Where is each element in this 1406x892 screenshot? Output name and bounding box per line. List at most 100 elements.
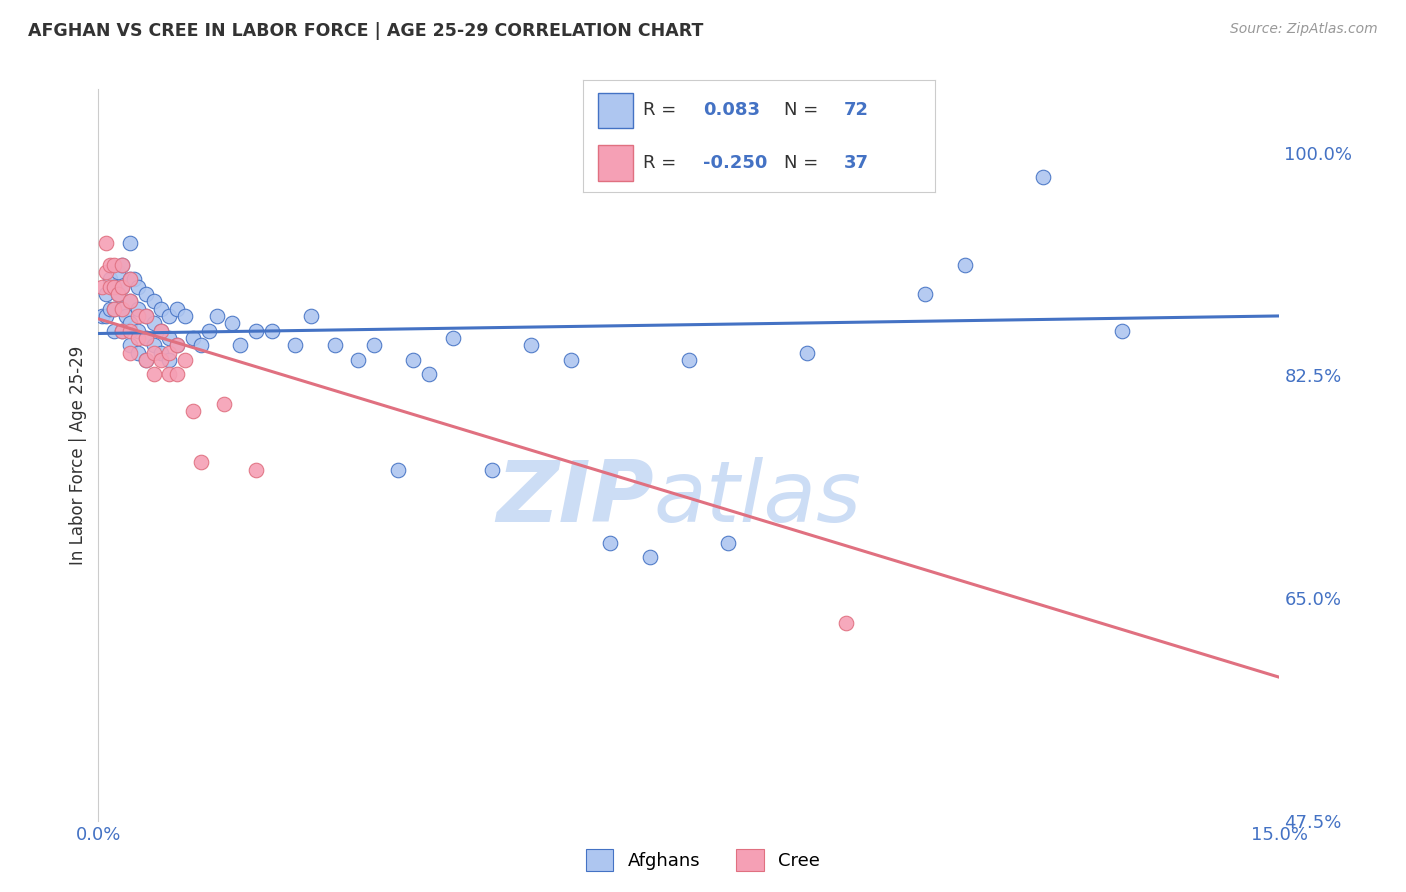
Point <box>481 462 503 476</box>
Point <box>135 331 157 345</box>
Point <box>103 324 125 338</box>
Point <box>174 309 197 323</box>
Point <box>875 162 897 177</box>
Point <box>127 331 149 345</box>
Point <box>678 352 700 367</box>
Point <box>111 258 134 272</box>
Point <box>135 331 157 345</box>
Point <box>111 279 134 293</box>
Text: 0.083: 0.083 <box>703 102 761 120</box>
FancyBboxPatch shape <box>598 93 633 128</box>
Point <box>103 279 125 293</box>
Point <box>229 338 252 352</box>
Point <box>118 235 141 250</box>
Point <box>150 324 173 338</box>
Point <box>157 331 180 345</box>
Point <box>118 316 141 330</box>
Point <box>115 309 138 323</box>
Point <box>142 338 165 352</box>
Text: -0.250: -0.250 <box>703 153 768 172</box>
Point <box>796 345 818 359</box>
Point <box>96 235 118 250</box>
Point <box>118 272 141 286</box>
Text: N =: N = <box>785 102 824 120</box>
Point <box>181 404 204 418</box>
Text: Source: ZipAtlas.com: Source: ZipAtlas.com <box>1230 22 1378 37</box>
Point <box>260 324 283 338</box>
Point <box>122 272 145 286</box>
Point <box>142 294 165 309</box>
Point <box>166 368 188 382</box>
Point <box>363 338 385 352</box>
Point <box>284 338 307 352</box>
Point <box>914 287 936 301</box>
Point <box>98 272 121 286</box>
Point <box>245 462 267 476</box>
Point <box>520 338 543 352</box>
Point <box>166 301 188 316</box>
Point <box>91 279 114 293</box>
Point <box>96 265 118 279</box>
Point <box>214 397 236 411</box>
Point <box>347 352 370 367</box>
Text: AFGHAN VS CREE IN LABOR FORCE | AGE 25-29 CORRELATION CHART: AFGHAN VS CREE IN LABOR FORCE | AGE 25-2… <box>28 22 703 40</box>
Point <box>135 309 157 323</box>
Point <box>1111 324 1133 338</box>
Point <box>142 316 165 330</box>
Point <box>150 324 173 338</box>
Point <box>1032 169 1054 184</box>
Point <box>96 287 118 301</box>
Point <box>441 331 464 345</box>
Point <box>135 352 157 367</box>
Point <box>91 309 114 323</box>
Point <box>111 279 134 293</box>
Point <box>418 368 440 382</box>
Point <box>835 616 858 631</box>
Point <box>118 324 141 338</box>
Point <box>190 338 212 352</box>
Point <box>221 316 243 330</box>
Point <box>323 338 346 352</box>
Point <box>157 345 180 359</box>
Point <box>299 309 322 323</box>
Text: R =: R = <box>644 102 682 120</box>
Point <box>953 258 976 272</box>
Point <box>157 309 180 323</box>
Point <box>150 345 173 359</box>
Point <box>142 345 165 359</box>
Point <box>103 258 125 272</box>
Point <box>107 287 129 301</box>
Point <box>205 309 228 323</box>
Text: R =: R = <box>644 153 682 172</box>
Point <box>135 309 157 323</box>
Point <box>118 294 141 309</box>
Text: N =: N = <box>785 153 824 172</box>
Point <box>98 301 121 316</box>
Point <box>127 279 149 293</box>
Point <box>118 272 141 286</box>
Point <box>135 287 157 301</box>
Point <box>118 338 141 352</box>
Point <box>96 309 118 323</box>
Point <box>157 368 180 382</box>
Legend: Afghans, Cree: Afghans, Cree <box>579 842 827 879</box>
Point <box>103 279 125 293</box>
Point <box>599 535 621 549</box>
Point <box>111 324 134 338</box>
Point <box>111 258 134 272</box>
Point <box>387 462 409 476</box>
Point <box>118 294 141 309</box>
Text: atlas: atlas <box>654 458 862 541</box>
Point <box>402 352 425 367</box>
Text: ZIP: ZIP <box>496 458 654 541</box>
Point <box>118 345 141 359</box>
Point <box>166 338 188 352</box>
Point <box>166 338 188 352</box>
Point <box>127 301 149 316</box>
Text: 37: 37 <box>844 153 869 172</box>
Point <box>127 309 149 323</box>
Point <box>127 345 149 359</box>
Point <box>638 550 661 565</box>
Point <box>181 331 204 345</box>
Point <box>157 352 180 367</box>
